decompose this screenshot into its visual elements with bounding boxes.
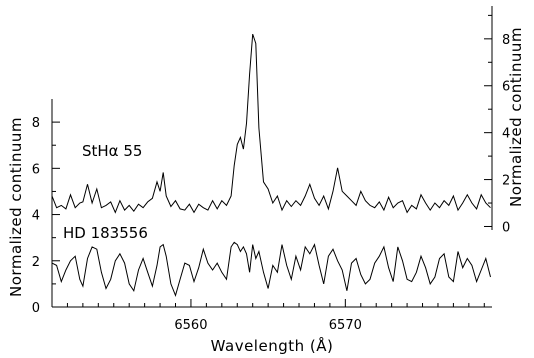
x-tick-label: 6560	[174, 318, 207, 333]
left-tick-label: 8	[32, 116, 40, 131]
left-tick-label: 2	[32, 255, 40, 270]
right-tick-label: 4	[502, 127, 510, 142]
left-tick-label: 4	[32, 209, 40, 224]
right-tick-label: 6	[502, 80, 510, 95]
right-tick-label: 8	[502, 33, 510, 48]
x-tick-label: 6570	[329, 318, 362, 333]
annotation-star-label: StHα 55	[82, 142, 142, 160]
annotation-ref-label: HD 183556	[63, 224, 148, 242]
series-line-sthalpha55	[51, 33, 491, 214]
right-y-axis: 0 2 4 6 8	[484, 6, 510, 235]
right-tick-label: 2	[502, 174, 510, 189]
series-layer	[51, 33, 491, 297]
left-axis-title: Normalized continuum	[7, 117, 25, 297]
left-tick-label: 0	[32, 301, 40, 316]
right-axis-title: Normalized continuum	[507, 27, 525, 207]
x-axis-title: Wavelength (Å)	[211, 336, 334, 355]
right-tick-label: 0	[502, 220, 510, 235]
series-line-hd183556	[51, 241, 491, 297]
x-axis: 6560 6570	[51, 299, 492, 333]
left-tick-label: 6	[32, 162, 40, 177]
left-y-axis: 0 2 4 6 8	[32, 99, 60, 316]
